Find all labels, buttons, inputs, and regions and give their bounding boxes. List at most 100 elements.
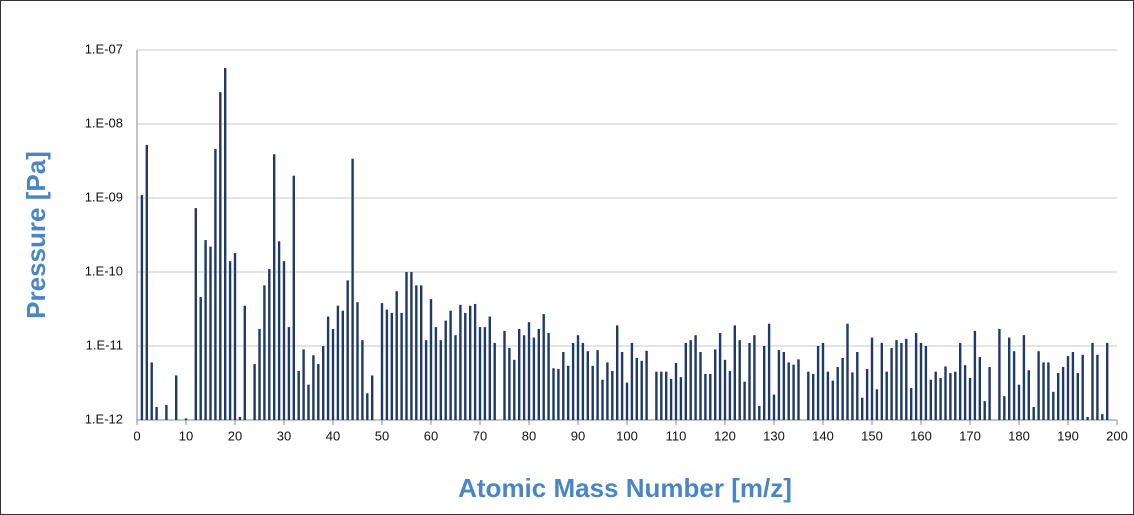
bar [954, 371, 957, 420]
bar [929, 379, 932, 420]
bar [336, 305, 340, 420]
bar [807, 371, 810, 420]
bar [1101, 414, 1104, 420]
bar [821, 342, 825, 420]
bar [277, 241, 281, 420]
bar [963, 365, 967, 420]
bar [777, 350, 781, 420]
bar [385, 309, 389, 420]
bar [175, 375, 178, 420]
x-tick-label: 20 [228, 428, 242, 443]
bar [469, 305, 472, 420]
bar [410, 272, 413, 420]
bar [959, 342, 962, 420]
bar [831, 380, 834, 420]
bar [424, 340, 428, 420]
y-tick-label: 1.E-09 [85, 189, 123, 204]
bar [919, 342, 923, 420]
x-tick-label: 170 [959, 428, 981, 443]
bar [905, 338, 908, 420]
bar [204, 240, 207, 420]
bar [155, 406, 158, 420]
bar [454, 335, 457, 420]
y-tick-label: 1.E-10 [85, 263, 123, 278]
x-tick-label: 190 [1057, 428, 1079, 443]
bar [150, 362, 153, 420]
bar [635, 357, 638, 420]
bar [767, 323, 771, 420]
bar [949, 373, 952, 420]
bar [405, 272, 408, 420]
bar [312, 355, 315, 420]
x-tick-label: 110 [666, 428, 687, 443]
x-tick-label: 160 [910, 428, 932, 443]
bar [748, 342, 751, 420]
bar [910, 388, 913, 420]
bar [684, 342, 687, 420]
bar [297, 370, 300, 420]
x-tick-label: 100 [616, 428, 638, 443]
bar [219, 92, 222, 421]
bar [209, 246, 212, 420]
bar [444, 320, 447, 420]
bar [571, 342, 575, 420]
bar [508, 347, 511, 420]
bar [331, 328, 335, 420]
bar [356, 302, 359, 420]
bar [268, 268, 271, 420]
bar [1032, 406, 1035, 420]
bar [665, 371, 668, 420]
x-tick-label: 90 [571, 428, 585, 443]
bar [282, 261, 286, 420]
bar [763, 346, 766, 420]
y-axis-title: Pressure [Pa] [21, 151, 51, 319]
bar [1027, 370, 1030, 420]
bar [366, 393, 369, 420]
bar [1071, 351, 1075, 420]
bar [224, 68, 227, 421]
bar [581, 342, 585, 420]
bar [601, 379, 604, 420]
bar [1066, 356, 1070, 420]
bar [895, 340, 898, 420]
bar [865, 368, 869, 420]
bar [302, 349, 305, 420]
bar [263, 285, 266, 420]
bar [1012, 351, 1016, 420]
bar [772, 394, 776, 420]
bar [846, 323, 849, 420]
bar [361, 340, 364, 420]
bar [944, 366, 947, 420]
bar [968, 377, 972, 420]
bar [1052, 391, 1055, 420]
bar [870, 337, 874, 420]
x-tick-label: 200 [1106, 428, 1128, 443]
bar [341, 310, 344, 420]
bar [973, 330, 977, 420]
x-tick-label: 40 [326, 428, 340, 443]
x-tick-label: 150 [861, 428, 883, 443]
bar [233, 253, 237, 420]
bar [214, 148, 217, 420]
bar [1042, 362, 1045, 420]
bar [527, 322, 531, 420]
x-tick-label: 80 [522, 428, 536, 443]
bar [351, 158, 354, 420]
bar [395, 291, 398, 420]
bar [733, 325, 736, 420]
bar [483, 327, 487, 420]
bar [557, 368, 560, 420]
bar [522, 335, 526, 420]
bar [439, 340, 442, 420]
bar [478, 327, 482, 420]
bar [273, 154, 276, 420]
bar [743, 381, 746, 420]
bar [699, 351, 702, 420]
bar [787, 362, 790, 420]
x-tick-label: 70 [473, 428, 487, 443]
bar [728, 370, 732, 420]
bar [836, 367, 839, 420]
bar [258, 328, 261, 420]
